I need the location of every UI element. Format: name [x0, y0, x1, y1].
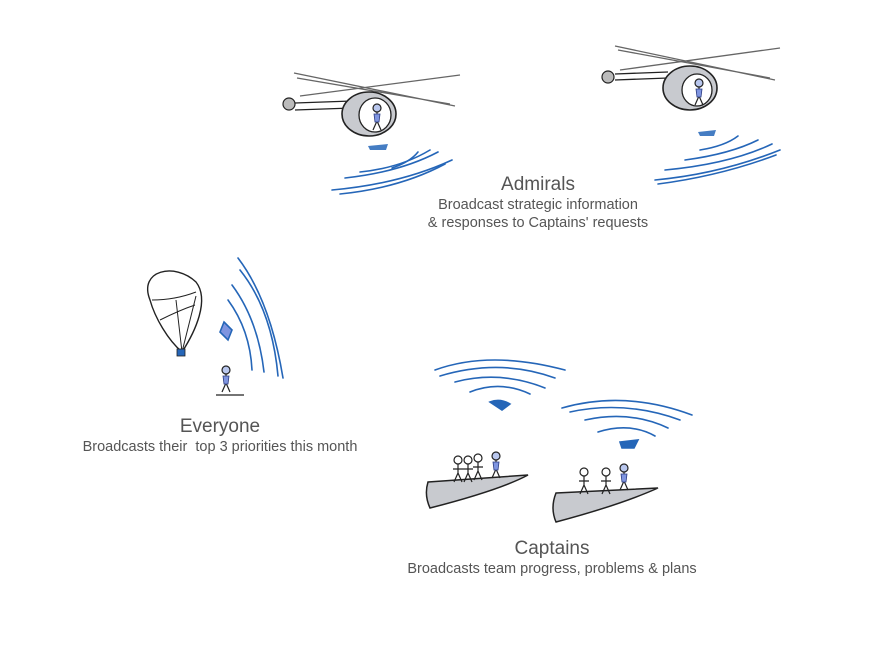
signal-waves-5	[561, 399, 693, 449]
everyone-description: Broadcasts their top 3 priorities this m…	[82, 439, 358, 455]
admirals-description-line-1: Broadcast strategic information	[438, 197, 638, 213]
caption-admirals: Admirals Broadcast strategic information…	[388, 174, 688, 232]
signal-waves-3	[219, 257, 284, 379]
admirals-description-line-2: & responses to Captains' requests	[427, 215, 649, 231]
captains-title: Captains	[514, 538, 590, 559]
signal-waves-1	[331, 149, 453, 195]
signal-waves-4	[434, 359, 566, 411]
caption-everyone: Everyone Broadcasts their top 3 prioriti…	[40, 416, 400, 456]
admirals-title: Admirals	[501, 174, 575, 195]
person-everyone-icon	[216, 365, 244, 396]
everyone-title: Everyone	[179, 416, 261, 437]
balloon-icon	[147, 270, 203, 357]
boat-2-icon	[552, 463, 659, 523]
captains-description: Broadcasts team progress, problems & pla…	[407, 561, 697, 577]
helicopter-1-icon	[282, 72, 461, 150]
caption-captains: Captains Broadcasts team progress, probl…	[372, 538, 732, 578]
helicopter-2-icon	[601, 45, 781, 136]
signal-waves-2	[654, 135, 781, 185]
boat-1-icon	[425, 451, 529, 509]
